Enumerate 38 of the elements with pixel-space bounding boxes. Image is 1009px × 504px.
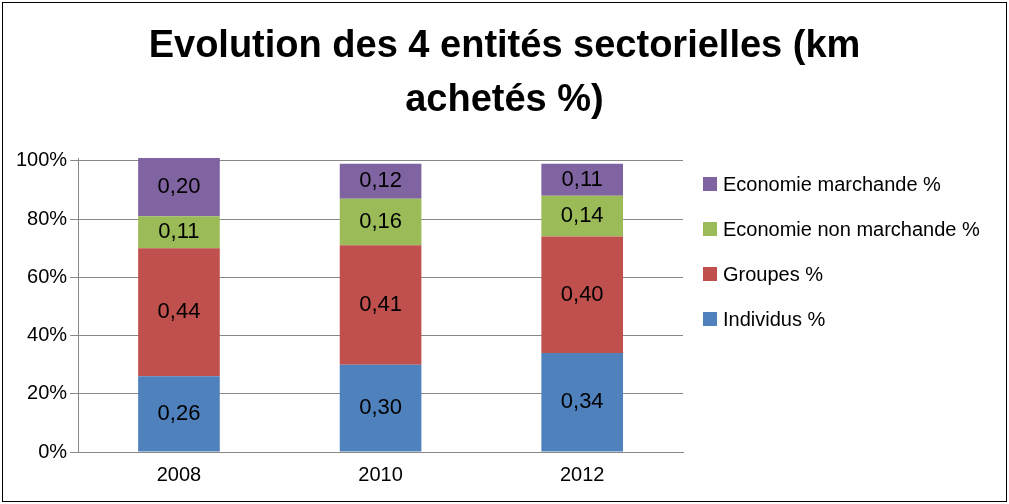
legend-label: Economie non marchande %	[723, 218, 980, 241]
data-label: 0,14	[560, 202, 604, 228]
y-tick-label: 20%	[27, 381, 68, 404]
bar	[339, 245, 422, 365]
data-label: 0,11	[158, 218, 200, 244]
x-tick-label: 2010	[358, 462, 403, 485]
x-tick-label: 2012	[559, 462, 605, 485]
bar	[339, 163, 422, 199]
bar	[339, 364, 422, 452]
y-tick-label: 60%	[27, 264, 68, 287]
data-label: 0,26	[157, 399, 201, 425]
legend-label: Economie marchande %	[723, 173, 941, 196]
y-tick-label: 40%	[27, 323, 68, 346]
data-label: 0,11	[561, 165, 603, 191]
data-label: 0,30	[359, 394, 402, 420]
bar	[138, 376, 220, 452]
bar	[138, 216, 220, 249]
data-label: 0,12	[359, 167, 402, 193]
data-label: 0,40	[560, 280, 604, 306]
data-label: 0,41	[359, 291, 402, 317]
y-tick-label: 80%	[27, 206, 68, 229]
legend-label: Groupes %	[723, 263, 824, 286]
y-tick-label: 0%	[38, 439, 68, 462]
data-label: 0,16	[359, 208, 402, 234]
x-tick-label: 2008	[156, 462, 202, 485]
bar	[541, 195, 624, 237]
bar	[541, 236, 624, 354]
legend-label: Individus %	[723, 308, 826, 331]
data-label: 0,34	[560, 388, 604, 414]
bar	[541, 353, 624, 452]
bar	[138, 158, 220, 217]
bar	[138, 248, 220, 377]
data-label: 0,44	[157, 298, 201, 324]
y-tick-label: 100%	[16, 148, 68, 171]
chart-title: Evolution des 4 entités sectorielles (km achetés %)	[147, 22, 862, 121]
bar	[541, 163, 624, 196]
data-label: 0,20	[157, 173, 201, 199]
bar	[339, 198, 422, 246]
